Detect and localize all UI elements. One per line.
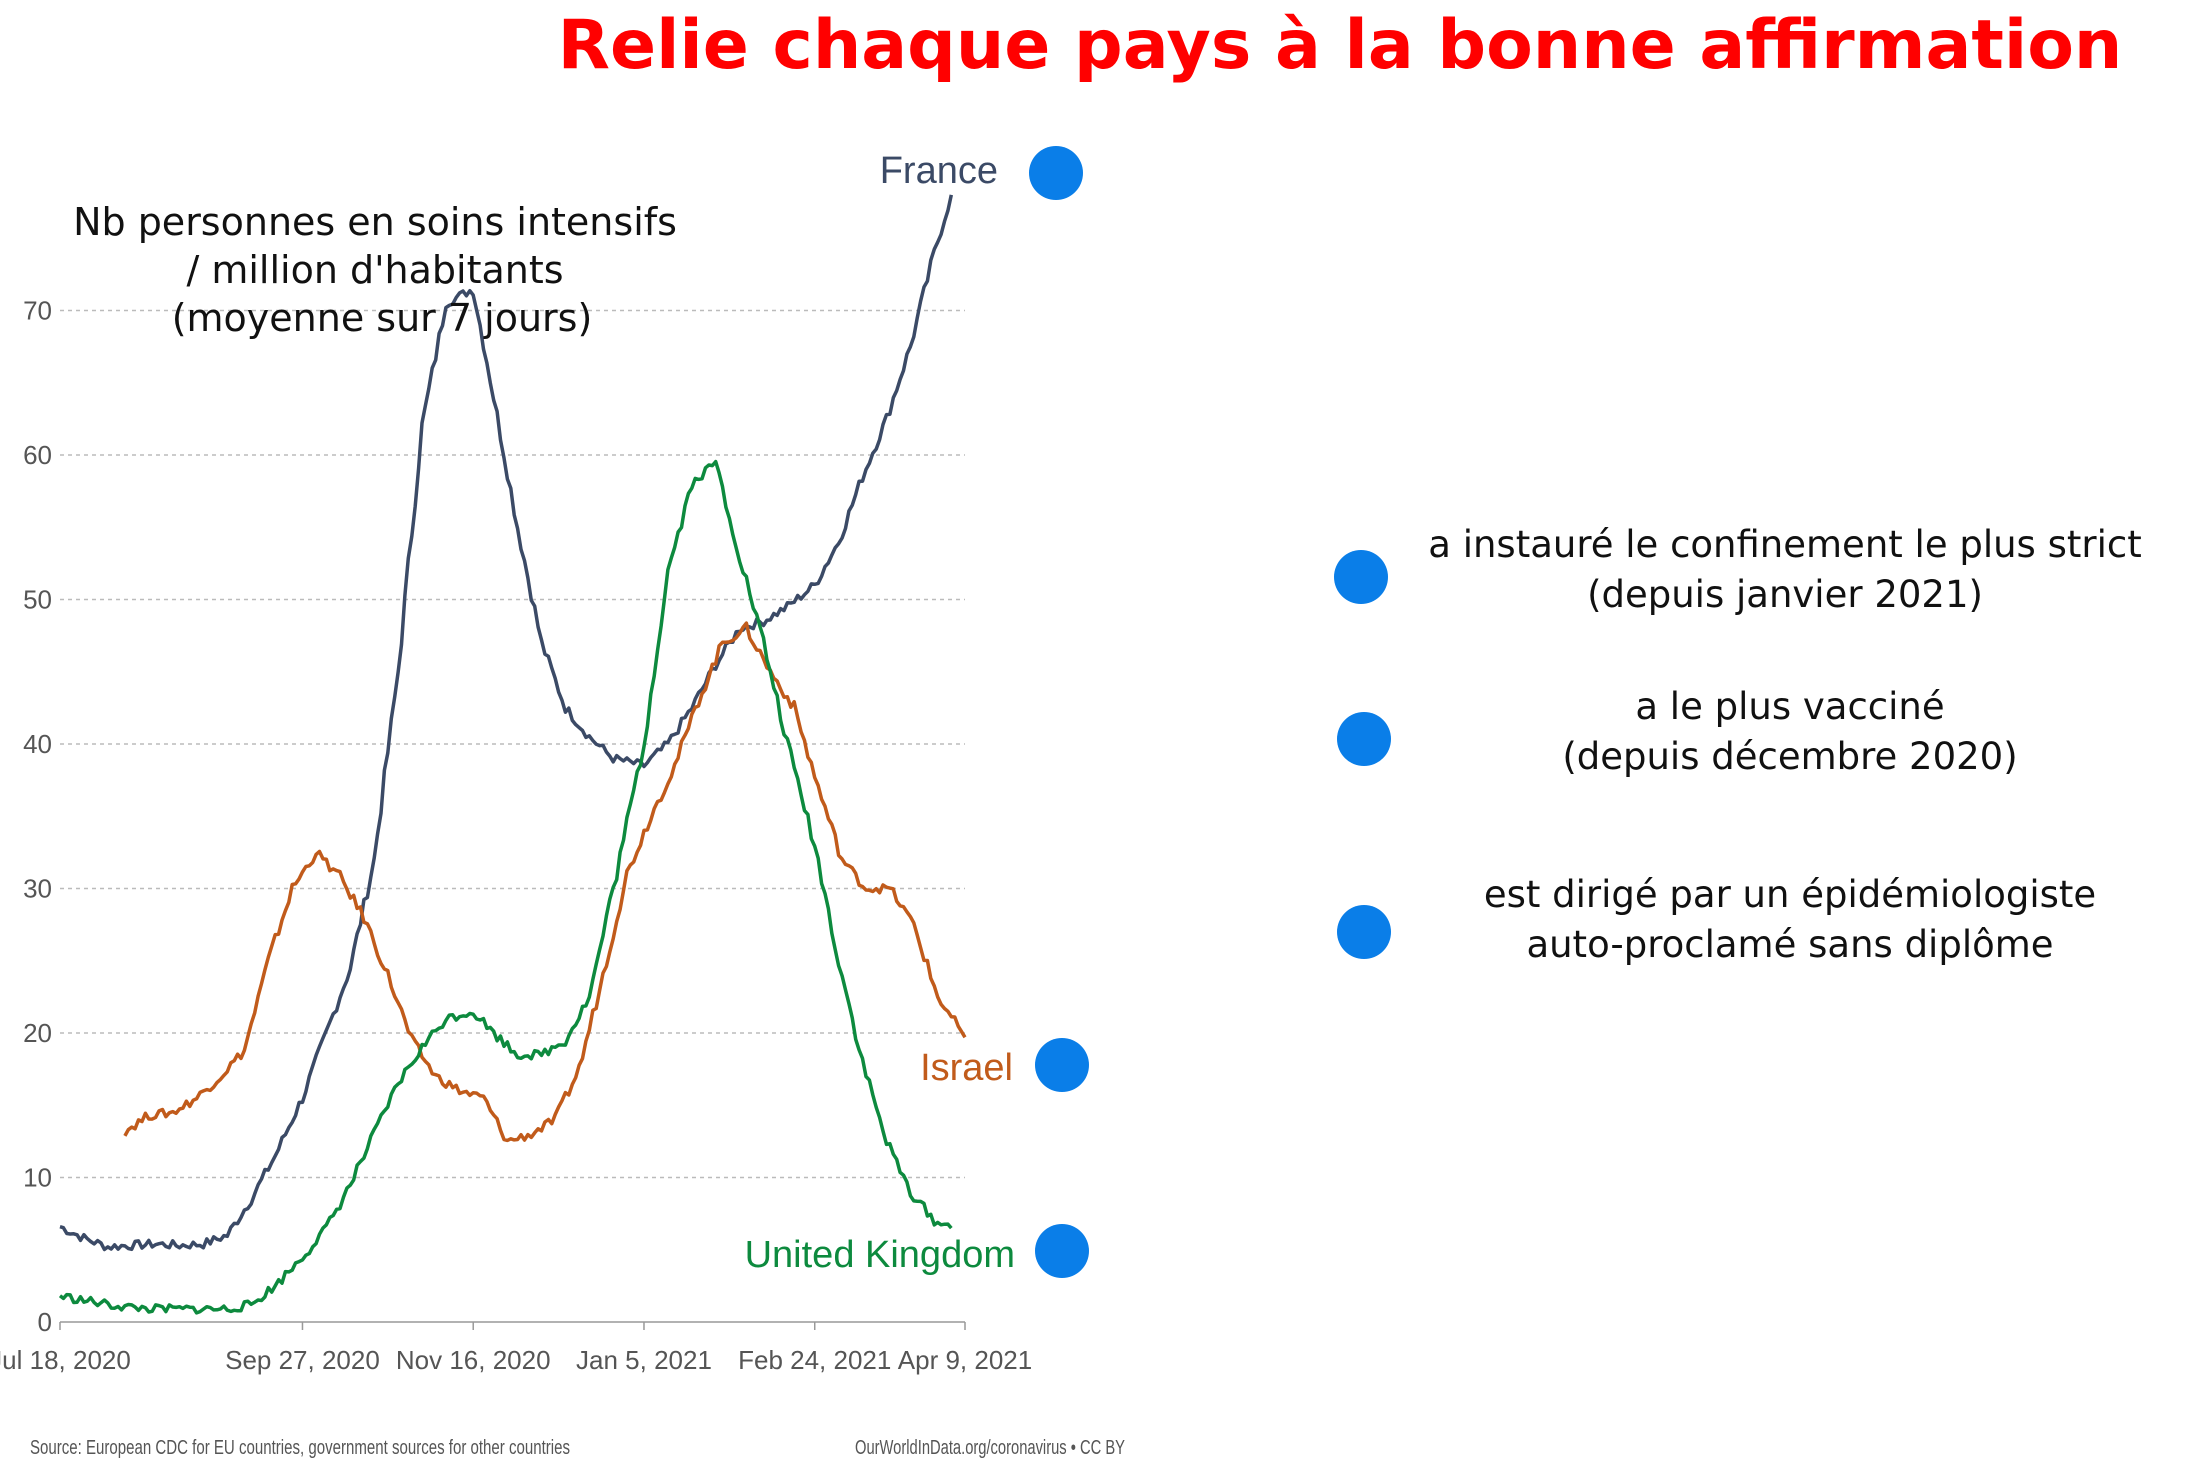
dot-united-kingdom[interactable] bbox=[1035, 1224, 1089, 1278]
series-line-united-kingdom bbox=[58, 459, 953, 1315]
y-tick-label: 50 bbox=[23, 585, 52, 615]
chart-subtitle: Nb personnes en soins intensifs / millio… bbox=[73, 200, 677, 340]
x-tick-label: Sep 27, 2020 bbox=[225, 1345, 380, 1375]
y-tick-label: 0 bbox=[38, 1307, 52, 1337]
y-tick-label: 40 bbox=[23, 729, 52, 759]
label-israel: Israel bbox=[920, 1047, 1013, 1089]
dot-statement-3[interactable] bbox=[1337, 905, 1391, 959]
statement-2: a le plus vacciné (depuis décembre 2020) bbox=[1450, 682, 2130, 782]
statement-3-line-2: auto-proclamé sans diplôme bbox=[1526, 923, 2054, 966]
label-france: France bbox=[880, 150, 998, 192]
y-tick-label: 10 bbox=[23, 1163, 52, 1193]
y-tick-label: 30 bbox=[23, 874, 52, 904]
dot-statement-1[interactable] bbox=[1334, 550, 1388, 604]
statement-1: a instauré le confinement le plus strict… bbox=[1380, 520, 2190, 620]
dot-israel[interactable] bbox=[1035, 1038, 1089, 1092]
statement-3-line-1: est dirigé par un épidémiologiste bbox=[1483, 873, 2097, 916]
statement-3: est dirigé par un épidémiologiste auto-p… bbox=[1390, 870, 2190, 970]
y-tick-label: 70 bbox=[23, 296, 52, 326]
dot-france[interactable] bbox=[1029, 146, 1083, 200]
x-tick-label: Jul 18, 2020 bbox=[0, 1345, 131, 1375]
y-tick-label: 20 bbox=[23, 1018, 52, 1048]
statement-1-line-1: a instauré le confinement le plus strict bbox=[1428, 523, 2142, 566]
dot-statement-2[interactable] bbox=[1337, 712, 1391, 766]
statement-1-line-2: (depuis janvier 2021) bbox=[1587, 573, 1983, 616]
x-tick-label: Jan 5, 2021 bbox=[576, 1345, 712, 1375]
axes: 0 10 20 30 40 50 60 70 Jul 18, 2020 Sep 27, 2020 N… bbox=[0, 296, 1032, 1376]
x-tick-label: Apr 9, 2021 bbox=[898, 1345, 1032, 1375]
y-tick-label: 60 bbox=[23, 440, 52, 470]
subtitle-line-3: (moyenne sur 7 jours) bbox=[172, 296, 593, 340]
statement-2-line-1: a le plus vacciné bbox=[1635, 685, 1945, 728]
icu-line-chart: 0 10 20 30 40 50 60 70 Jul 18, 2020 Sep 27, 2020 N… bbox=[0, 150, 1125, 1459]
series-line-israel bbox=[123, 621, 967, 1143]
gridlines bbox=[60, 309, 965, 1179]
page-title: Relie chaque pays à la bonne affirmation bbox=[557, 6, 2123, 85]
credit-note: OurWorldInData.org/coronavirus • CC BY bbox=[855, 1437, 1125, 1459]
subtitle-line-1: Nb personnes en soins intensifs bbox=[73, 200, 677, 244]
x-tick-label: Feb 24, 2021 bbox=[738, 1345, 891, 1375]
series-line-france bbox=[59, 194, 954, 1252]
series-lines bbox=[58, 194, 967, 1315]
x-tick-label: Nov 16, 2020 bbox=[396, 1345, 551, 1375]
statement-2-line-2: (depuis décembre 2020) bbox=[1562, 735, 2018, 778]
source-note: Source: European CDC for EU countries, g… bbox=[30, 1437, 570, 1459]
subtitle-line-2: / million d'habitants bbox=[186, 248, 563, 292]
label-united-kingdom: United Kingdom bbox=[745, 1234, 1015, 1276]
